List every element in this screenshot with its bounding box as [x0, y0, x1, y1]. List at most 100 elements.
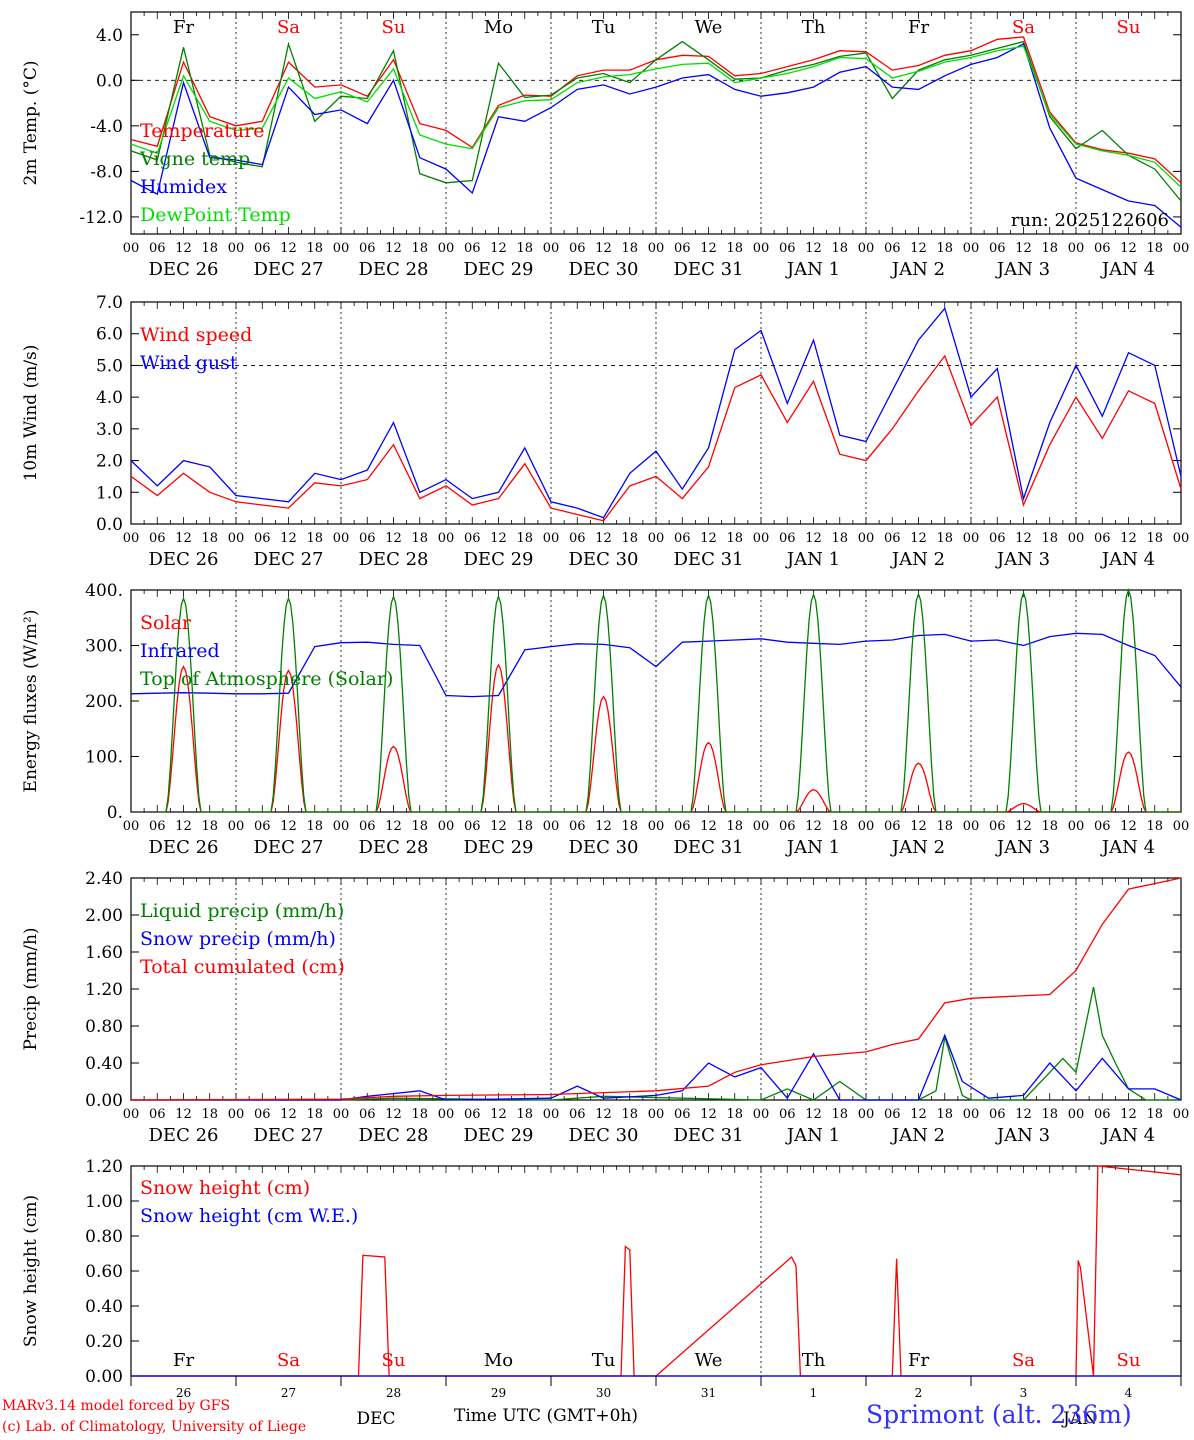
day-number-label: 27	[281, 1386, 296, 1400]
hour-tick-label: 00	[858, 241, 875, 256]
hour-tick-label: 00	[1173, 819, 1190, 834]
model-credit: MARv3.14 model forced by GFS	[2, 1398, 231, 1414]
series-line-total-cumulated-cm-	[130, 877, 1182, 1101]
hour-tick-label: 00	[228, 819, 245, 834]
run-label: run: 2025122606	[1011, 210, 1169, 231]
date-label: DEC 30	[569, 837, 639, 858]
date-label: DEC 28	[359, 549, 429, 570]
hour-tick-label: 00	[1173, 241, 1190, 256]
legend-entry: Liquid precip (mm/h)	[140, 900, 344, 922]
hour-tick-label: 06	[989, 819, 1006, 834]
series-line-humidex	[130, 42, 1182, 228]
hour-tick-label: 18	[621, 241, 638, 256]
hour-tick-label: 00	[963, 819, 980, 834]
weekday-label: Tu	[592, 17, 616, 38]
date-label: DEC 27	[254, 259, 324, 280]
hour-tick-label: 12	[280, 1107, 297, 1122]
legend-entry: Top of Atmosphere (Solar)	[140, 668, 393, 690]
hour-tick-label: 12	[1120, 1107, 1137, 1122]
hour-tick-label: 18	[201, 1107, 218, 1122]
hour-tick-label: 12	[490, 241, 507, 256]
hour-tick-label: 00	[333, 819, 350, 834]
day-number-label: 4	[1125, 1386, 1133, 1400]
y-tick-label: 1.60	[85, 943, 123, 963]
weekday-label: Su	[1117, 17, 1141, 38]
hour-tick-label: 06	[359, 241, 376, 256]
weekday-label: Sa	[277, 1350, 300, 1371]
hour-tick-label: 12	[280, 241, 297, 256]
hour-tick-label: 12	[385, 1107, 402, 1122]
hour-tick-label: 00	[228, 1107, 245, 1122]
legend-entry: Humidex	[140, 176, 227, 198]
legend-entry: Snow height (cm)	[140, 1177, 310, 1199]
hour-tick-label: 12	[595, 241, 612, 256]
date-label: DEC 28	[359, 259, 429, 280]
y-tick-label: 0.80	[85, 1227, 123, 1247]
hour-tick-label: 00	[543, 819, 560, 834]
month-label: JAN	[1061, 1409, 1097, 1429]
date-label: JAN 3	[995, 549, 1050, 570]
hour-tick-label: 18	[1041, 241, 1058, 256]
date-label: JAN 2	[890, 837, 945, 858]
hour-tick-label: 18	[726, 1107, 743, 1122]
legend-entry: Vigne temp	[139, 148, 250, 170]
hour-tick-label: 00	[648, 1107, 665, 1122]
hour-tick-label: 06	[464, 1107, 481, 1122]
series-line-vigne-temp	[130, 40, 1182, 202]
y-tick-label: 200.	[85, 692, 123, 712]
hour-tick-label: 06	[779, 241, 796, 256]
hour-tick-label: 18	[201, 819, 218, 834]
y-tick-label: 1.20	[85, 980, 123, 1000]
legend-entry: Total cumulated (cm)	[140, 956, 345, 978]
y-tick-label: 3.0	[96, 420, 123, 440]
hour-tick-label: 06	[359, 819, 376, 834]
date-label: JAN 4	[1100, 837, 1155, 858]
hour-tick-label: 06	[779, 819, 796, 834]
legend-entry: Snow height (cm W.E.)	[140, 1205, 358, 1227]
hour-tick-label: 00	[543, 1107, 560, 1122]
hour-tick-label: 06	[464, 241, 481, 256]
hour-tick-label: 06	[1094, 531, 1111, 546]
hour-tick-label: 00	[858, 819, 875, 834]
weekday-label: Sa	[277, 17, 300, 38]
hour-tick-label: 18	[306, 819, 323, 834]
hour-tick-label: 06	[1094, 1107, 1111, 1122]
hour-tick-label: 00	[963, 531, 980, 546]
hour-tick-label: 12	[910, 241, 927, 256]
weekday-label: Sa	[1012, 1350, 1035, 1371]
weekday-label: Mo	[484, 17, 513, 38]
y-tick-label: 400.	[85, 581, 123, 601]
hour-tick-label: 06	[1094, 241, 1111, 256]
hour-tick-label: 18	[831, 531, 848, 546]
hour-tick-label: 12	[700, 531, 717, 546]
y-tick-label: 0.0	[96, 71, 123, 91]
y-tick-label: 0.80	[85, 1017, 123, 1037]
date-label: DEC 31	[674, 549, 744, 570]
hour-tick-label: 12	[910, 531, 927, 546]
date-label: DEC 29	[464, 259, 534, 280]
date-label: DEC 31	[674, 259, 744, 280]
hour-tick-label: 18	[1146, 531, 1163, 546]
hour-tick-label: 00	[333, 531, 350, 546]
hour-tick-label: 06	[884, 819, 901, 834]
weekday-label: Mo	[484, 1350, 513, 1371]
hour-tick-label: 12	[280, 819, 297, 834]
y-tick-label: 0.60	[85, 1262, 123, 1282]
hour-tick-label: 06	[569, 241, 586, 256]
weekday-label: Su	[1117, 1350, 1141, 1371]
series-line-top-of-atmosphere-solar-	[157, 587, 1181, 813]
hour-tick-label: 12	[910, 1107, 927, 1122]
hour-tick-label: 00	[858, 1107, 875, 1122]
weekday-label: Sa	[1012, 17, 1035, 38]
hour-tick-label: 06	[254, 531, 271, 546]
hour-tick-label: 12	[175, 1107, 192, 1122]
hour-tick-label: 12	[805, 1107, 822, 1122]
hour-tick-label: 06	[989, 241, 1006, 256]
hour-tick-label: 00	[1068, 1107, 1085, 1122]
hour-tick-label: 18	[306, 241, 323, 256]
hour-tick-label: 12	[385, 241, 402, 256]
hour-tick-label: 18	[936, 531, 953, 546]
y-tick-label: 2.00	[85, 906, 123, 926]
hour-tick-label: 12	[595, 531, 612, 546]
hour-tick-label: 12	[175, 531, 192, 546]
